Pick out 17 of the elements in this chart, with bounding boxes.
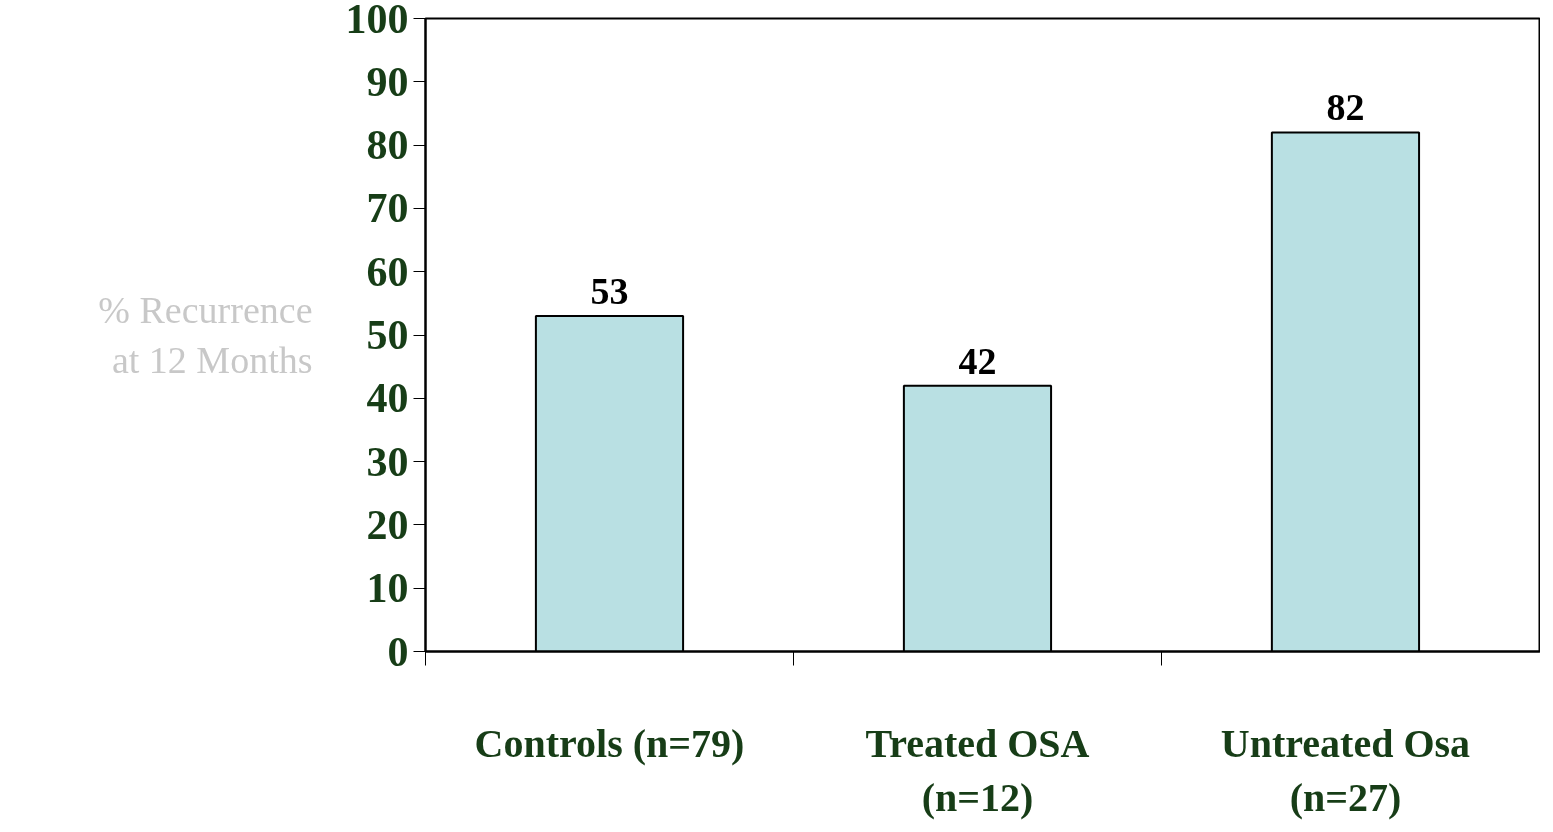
x-tick-label: Untreated Osa (n=27)	[1220, 720, 1471, 820]
x-tick-label: Treated OSA (n=12)	[865, 720, 1090, 820]
y-tick-label: 40	[366, 375, 409, 422]
y-tick-label: 0	[387, 628, 409, 675]
y-tick-label: 30	[366, 438, 409, 485]
y-tick-label: 50	[366, 312, 409, 358]
y-tick-label: 90	[366, 58, 409, 105]
data-label: 82	[1326, 86, 1365, 129]
y-tick-label: 80	[366, 122, 409, 169]
x-tick-label: Controls (n=79)	[474, 720, 745, 766]
data-label: 53	[590, 270, 629, 313]
data-label: 42	[958, 339, 997, 382]
y-tick-label: 10	[366, 565, 409, 612]
y-tick-label: 20	[366, 501, 409, 548]
y-tick-label: 60	[366, 248, 409, 295]
y-tick-label: 100	[345, 0, 409, 42]
y-tick-label: 70	[366, 185, 409, 232]
